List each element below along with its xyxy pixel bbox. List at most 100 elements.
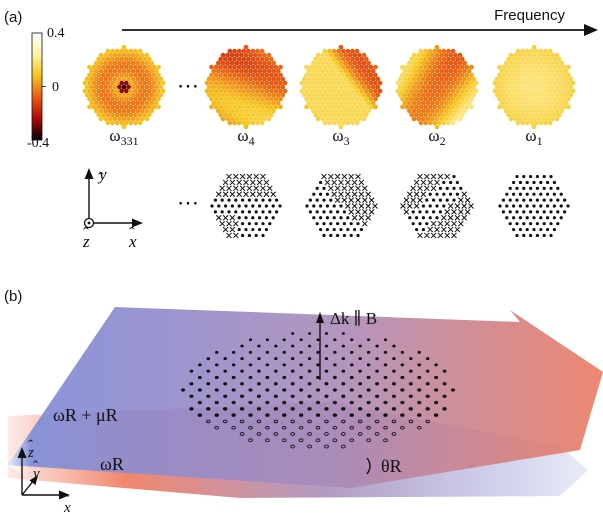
crystal-ion	[409, 357, 413, 361]
cross-mark	[232, 232, 239, 239]
ion-dot	[464, 72, 470, 78]
ion-dot	[418, 104, 424, 110]
ion-dot	[259, 64, 265, 70]
ion-dot	[105, 56, 111, 62]
ion-dot	[331, 56, 337, 62]
crystal-ion	[223, 369, 228, 373]
dot-mark	[432, 198, 436, 202]
dot-mark	[549, 186, 553, 190]
ion-dot	[423, 56, 428, 62]
ion-dot	[352, 100, 358, 106]
ion-dot	[540, 92, 546, 98]
dot-mark	[315, 198, 319, 202]
dot-mark	[515, 174, 519, 179]
cross-mark	[444, 209, 451, 215]
cross-mark	[451, 232, 457, 239]
ion-dot	[213, 96, 219, 102]
dot-mark	[546, 227, 550, 232]
crystal-ion	[434, 375, 439, 380]
ion-dot	[213, 64, 219, 70]
ion-dot	[137, 104, 143, 110]
ion-dot	[334, 116, 339, 122]
ion-dot	[320, 100, 325, 106]
crystal-ion	[366, 350, 371, 354]
cross-mark	[464, 209, 471, 215]
ion-dot	[570, 80, 576, 86]
ion-dot	[149, 84, 154, 90]
z-axis-hat-b: ˆ	[28, 438, 33, 454]
ion-dot	[117, 100, 122, 106]
crystal-ion	[358, 357, 362, 361]
ion-dot	[499, 100, 505, 106]
ion-dot	[425, 100, 431, 106]
crystal-ion	[392, 369, 396, 373]
ion-dot	[529, 112, 535, 118]
x-axis-hat: ˆ	[129, 224, 135, 243]
ion-dot	[462, 100, 467, 106]
dot-mark	[535, 186, 540, 190]
ion-dot	[313, 104, 319, 110]
ion-dot	[243, 68, 249, 74]
ion-dot	[220, 116, 226, 122]
ion-dot	[241, 104, 247, 110]
ion-dot	[271, 60, 276, 66]
ion-dot	[340, 88, 346, 94]
ion-dot	[497, 96, 502, 102]
ion-dot	[457, 52, 463, 58]
ion-dot	[540, 100, 546, 106]
ion-dot	[234, 116, 240, 122]
ion-dot	[275, 84, 281, 90]
crystal-ion	[324, 394, 329, 398]
cross-mark	[239, 173, 246, 180]
ion-dot	[218, 104, 224, 110]
crystal-ion	[341, 382, 346, 386]
dot-mark	[217, 204, 221, 208]
dot-mark	[438, 198, 442, 202]
cross-mark	[348, 173, 355, 180]
angle-arc	[366, 457, 371, 475]
ion-dot	[232, 104, 237, 110]
cross-mark	[417, 197, 423, 203]
ion-dot	[234, 100, 240, 106]
crystal-ion	[417, 375, 422, 380]
ion-dot	[515, 56, 521, 62]
ion-dot	[533, 48, 539, 54]
crystal-ion	[256, 394, 261, 398]
ion-dot	[529, 56, 535, 62]
ion-dot	[520, 64, 525, 70]
ion-dot	[533, 56, 539, 62]
crystal-ion	[290, 394, 295, 398]
cross-mark	[454, 226, 461, 233]
ion-dot	[402, 68, 408, 74]
ion-dot	[262, 68, 267, 74]
ion-dot	[119, 96, 125, 102]
dot-mark	[319, 204, 323, 208]
cross-mark	[344, 203, 351, 209]
ion-dot	[308, 88, 314, 94]
ion-dot	[547, 120, 553, 126]
crystal-ion	[290, 407, 295, 411]
ion-dot	[522, 100, 528, 106]
ion-dot	[133, 48, 138, 54]
dot-mark	[435, 216, 439, 220]
ion-dot	[350, 120, 355, 126]
dot-mark	[247, 222, 251, 226]
ion-dot	[423, 104, 428, 110]
ion-dot	[222, 56, 228, 62]
ion-dot	[561, 80, 567, 86]
ion-dot	[517, 52, 523, 58]
crystal-ion	[240, 357, 244, 361]
crystal-ion	[349, 400, 354, 405]
ion-dot	[126, 52, 131, 58]
cross-mark	[331, 179, 338, 186]
ion-dot	[243, 60, 249, 66]
dot-mark	[445, 186, 449, 190]
cross-mark	[355, 185, 361, 192]
ion-dot	[425, 52, 431, 58]
crystal-ion	[375, 344, 379, 348]
ion-dot	[499, 68, 505, 74]
ion-dot	[322, 96, 328, 102]
ion-dot	[241, 120, 247, 126]
ion-dot	[338, 84, 344, 90]
